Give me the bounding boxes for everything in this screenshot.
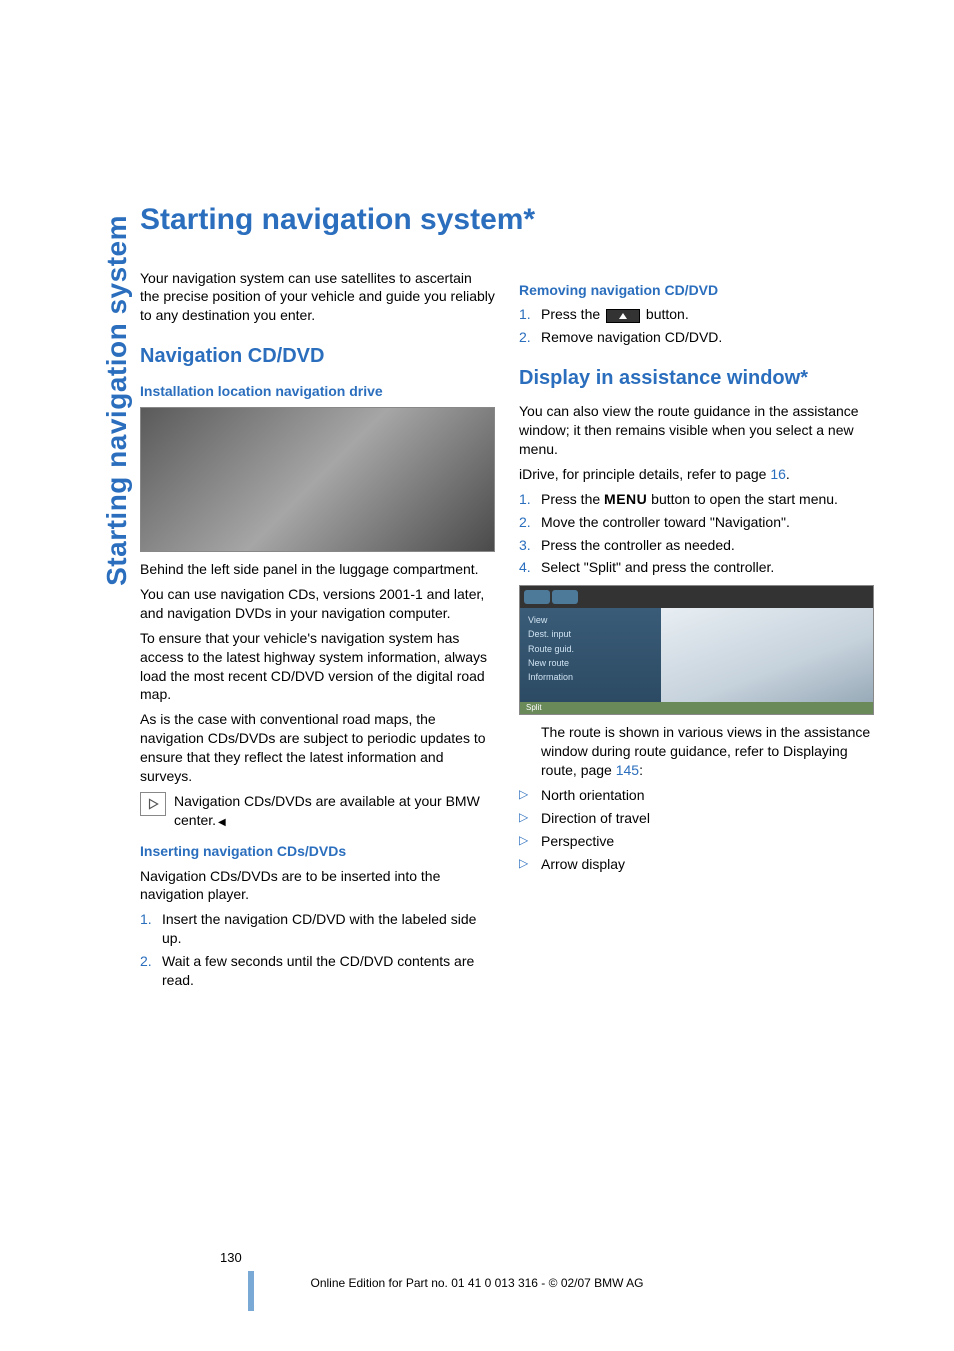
text-cd-versions: You can use navigation CDs, versions 200… bbox=[140, 585, 495, 623]
page-number: 130 bbox=[220, 1249, 242, 1267]
nav-drive-image bbox=[140, 407, 495, 552]
note-text: Navigation CDs/DVDs are available at you… bbox=[174, 792, 495, 830]
route-page-ref[interactable]: 145 bbox=[616, 762, 639, 778]
right-column: Removing navigation CD/DVD 1. Press the … bbox=[519, 269, 874, 996]
idrive-pre: iDrive, for principle details, refer to … bbox=[519, 466, 770, 482]
page-title: Starting navigation system* bbox=[140, 200, 874, 241]
route-pre: The route is shown in various views in t… bbox=[541, 724, 870, 778]
text-insert-intro: Navigation CDs/DVDs are to be inserted i… bbox=[140, 867, 495, 905]
remove-steps-list: 1. Press the button. 2.Remove navigation… bbox=[519, 305, 874, 347]
note-box: Navigation CDs/DVDs are available at you… bbox=[140, 792, 495, 830]
ss-item-route: Route guid. bbox=[528, 643, 653, 655]
page: Starting navigation system Starting navi… bbox=[0, 0, 954, 1351]
subsection-install: Installation location navigation drive bbox=[140, 382, 495, 401]
left-column: Your navigation system can use satellite… bbox=[140, 269, 495, 996]
ds3-text: Press the controller as needed. bbox=[541, 536, 874, 555]
section-nav-cd: Navigation CD/DVD bbox=[140, 343, 495, 370]
screenshot-map bbox=[661, 608, 873, 702]
subsection-inserting: Inserting navigation CDs/DVDs bbox=[140, 842, 495, 861]
menu-word-icon: MENU bbox=[604, 491, 647, 507]
remove-step-1: 1. Press the button. bbox=[519, 305, 874, 324]
idrive-screenshot: View Dest. input Route guid. New route I… bbox=[519, 585, 874, 715]
section-display-assist: Display in assistance window* bbox=[519, 365, 874, 392]
footer-line: Online Edition for Part no. 01 41 0 013 … bbox=[0, 1275, 954, 1291]
intro-paragraph: Your navigation system can use satellite… bbox=[140, 269, 495, 326]
display-step-3: 3.Press the controller as needed. bbox=[519, 536, 874, 555]
view-north: North orientation bbox=[519, 786, 874, 805]
view-direction: Direction of travel bbox=[519, 809, 874, 828]
ss-item-dest: Dest. input bbox=[528, 628, 653, 640]
view-arrow: Arrow display bbox=[519, 855, 874, 874]
text-as-is: As is the case with conventional road ma… bbox=[140, 710, 495, 786]
ds2-text: Move the controller toward "Navigation". bbox=[541, 513, 874, 532]
side-tab-title: Starting navigation system bbox=[98, 215, 136, 586]
insert-step-1: 1.Insert the navigation CD/DVD with the … bbox=[140, 910, 495, 948]
display-steps-list: 1. Press the MENU button to open the sta… bbox=[519, 490, 874, 578]
text-route-shown: The route is shown in various views in t… bbox=[519, 723, 874, 780]
text-ensure: To ensure that your vehicle's navigation… bbox=[140, 629, 495, 705]
ss-item-info: Information bbox=[528, 671, 653, 683]
remove-step-1-text: Press the button. bbox=[541, 305, 874, 324]
insert-steps-list: 1.Insert the navigation CD/DVD with the … bbox=[140, 910, 495, 990]
route-post: : bbox=[639, 762, 643, 778]
eject-button-icon bbox=[606, 309, 640, 323]
text-behind-panel: Behind the left side panel in the luggag… bbox=[140, 560, 495, 579]
ss-item-view: View bbox=[528, 614, 653, 626]
screenshot-footer: Split bbox=[520, 702, 873, 714]
insert-step-2: 2.Wait a few seconds until the CD/DVD co… bbox=[140, 952, 495, 990]
content-columns: Your navigation system can use satellite… bbox=[140, 269, 874, 996]
ds1-pre: Press the bbox=[541, 491, 604, 507]
views-list: North orientation Direction of travel Pe… bbox=[519, 786, 874, 874]
remove-step-1-post: button. bbox=[642, 306, 689, 322]
ss-item-newroute: New route bbox=[528, 657, 653, 669]
view-perspective: Perspective bbox=[519, 832, 874, 851]
insert-step-2-text: Wait a few seconds until the CD/DVD cont… bbox=[162, 952, 495, 990]
display-step-4: 4.Select "Split" and press the controlle… bbox=[519, 558, 874, 577]
text-display-assist: You can also view the route guidance in … bbox=[519, 402, 874, 459]
idrive-page-ref[interactable]: 16 bbox=[770, 466, 786, 482]
screenshot-tabs bbox=[520, 586, 873, 608]
remove-step-2-text: Remove navigation CD/DVD. bbox=[541, 328, 874, 347]
note-triangle-icon bbox=[140, 792, 166, 816]
subsection-removing: Removing navigation CD/DVD bbox=[519, 281, 874, 300]
insert-step-1-text: Insert the navigation CD/DVD with the la… bbox=[162, 910, 495, 948]
ds4-text: Select "Split" and press the controller. bbox=[541, 558, 874, 577]
idrive-post: . bbox=[786, 466, 790, 482]
ds1-post: button to open the start menu. bbox=[647, 491, 838, 507]
text-idrive-ref: iDrive, for principle details, refer to … bbox=[519, 465, 874, 484]
remove-step-2: 2.Remove navigation CD/DVD. bbox=[519, 328, 874, 347]
display-step-2: 2.Move the controller toward "Navigation… bbox=[519, 513, 874, 532]
display-step-1: 1. Press the MENU button to open the sta… bbox=[519, 490, 874, 509]
screenshot-sidebar: View Dest. input Route guid. New route I… bbox=[520, 608, 661, 702]
remove-step-1-pre: Press the bbox=[541, 306, 604, 322]
display-step-1-text: Press the MENU button to open the start … bbox=[541, 490, 874, 509]
